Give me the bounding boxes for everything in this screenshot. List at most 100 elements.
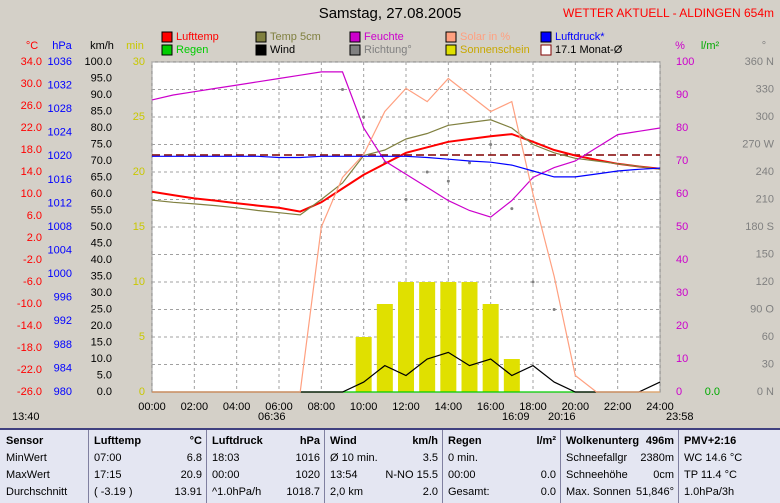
- y-tick-label: 1000: [48, 268, 72, 280]
- y-tick-label: 30.0: [21, 78, 42, 90]
- x-tick-label: 10:00: [350, 401, 378, 413]
- series-line: [152, 155, 661, 178]
- column-separator: [88, 430, 89, 503]
- y-tick-label: 1024: [48, 127, 72, 139]
- sunshine-bar: [355, 337, 372, 392]
- y-tick-label: 90: [676, 89, 688, 101]
- legend-swatch: [161, 31, 173, 43]
- y-tick-label: 45.0: [91, 237, 112, 249]
- y-tick-label: 30: [133, 56, 145, 68]
- x-tick-label: 04:00: [223, 401, 251, 413]
- column-separator: [678, 430, 679, 503]
- legend-label: Solar in %: [460, 31, 510, 43]
- y-tick-label: 988: [54, 339, 72, 351]
- y-tick-label: 5.0: [97, 369, 112, 381]
- y-tick-label: -14.0: [17, 320, 42, 332]
- table-cell: TP 11.4 °C: [684, 469, 737, 481]
- table-cell: 0.0: [540, 469, 556, 481]
- y-tick-label: -18.0: [17, 342, 42, 354]
- y-tick-label: -10.0: [17, 298, 42, 310]
- x-tick-label: 22:00: [604, 401, 632, 413]
- table-cell: 1020: [295, 469, 320, 481]
- y-tick-label: 15: [133, 221, 145, 233]
- y-tick-label: 0.0: [705, 386, 720, 398]
- sunshine-bar: [376, 304, 393, 392]
- time-annotation: 13:40: [12, 411, 40, 423]
- table-cell: 0 min.: [448, 452, 478, 464]
- table-cell: Schneehöhe: [566, 469, 628, 481]
- y-tick-label: 10.0: [21, 188, 42, 200]
- table-cell: km/h: [412, 435, 438, 447]
- y-tick-label: -26.0: [17, 386, 42, 398]
- y-tick-label: 0: [139, 386, 145, 398]
- y-tick-label: 14.0: [21, 166, 42, 178]
- legend-swatch: [540, 31, 552, 43]
- table-cell: 2380m: [640, 452, 674, 464]
- y-tick-label: 360 N: [745, 56, 774, 68]
- y-tick-label: 10.0: [91, 353, 112, 365]
- column-separator: [560, 430, 561, 503]
- table-cell: 51,846°: [635, 486, 674, 498]
- y-tick-label: 18.0: [21, 144, 42, 156]
- chart: Samstag, 27.08.2005 WETTER AKTUELL - ALD…: [12, 5, 775, 423]
- table-cell: 17:15: [94, 469, 122, 481]
- sunshine-bar: [482, 304, 499, 392]
- table-cell: 18:03: [212, 452, 240, 464]
- y-tick-label: 60: [762, 331, 774, 343]
- y-tick-label: 30: [676, 287, 688, 299]
- direction-dot: [489, 143, 493, 146]
- x-tick-label: 16:00: [477, 401, 505, 413]
- y-tick-label: 330: [756, 83, 774, 95]
- table-cell: 00:00: [448, 469, 476, 481]
- y-tick-label: 40.0: [91, 254, 112, 266]
- legend-label: Temp 5cm: [270, 31, 321, 43]
- table-cell: ^1.0hPa/h: [212, 486, 262, 498]
- y-tick-label: 980: [54, 386, 72, 398]
- y-tick-label: 95.0: [91, 72, 112, 84]
- table-cell: Luftdruck: [212, 435, 263, 447]
- axis-title: °C: [26, 40, 38, 52]
- time-annotation: 16:09: [502, 411, 530, 423]
- y-tick-label: 996: [54, 292, 72, 304]
- stats-table: Sensor Lufttemp °C Luftdruck hPa Wind km/h Rege…: [0, 428, 780, 503]
- series-line: [151, 133, 661, 213]
- y-tick-label: 65.0: [91, 171, 112, 183]
- legend-label: Regen: [176, 44, 208, 56]
- y-tick-label: 100.0: [84, 56, 112, 68]
- legend-label: Wind: [270, 44, 295, 56]
- y-tick-label: 1036: [48, 56, 72, 68]
- y-tick-label: 85.0: [91, 105, 112, 117]
- axis-title: hPa: [52, 40, 72, 52]
- y-tick-label: 70.0: [91, 155, 112, 167]
- legend-label: 17.1 Monat-Ø: [555, 44, 623, 56]
- y-tick-label: 50.0: [91, 221, 112, 233]
- y-tick-label: 2.0: [27, 232, 42, 244]
- legend-swatch: [255, 44, 267, 56]
- table-cell: Wind: [330, 435, 357, 447]
- y-tick-label: -2.0: [23, 254, 42, 266]
- table-cell: 2.0: [422, 486, 438, 498]
- legend-swatch: [445, 44, 457, 56]
- y-tick-label: 35.0: [91, 270, 112, 282]
- y-tick-label: 20.0: [91, 320, 112, 332]
- table-cell: Wolkenunterg: [566, 435, 640, 447]
- legend-label: Richtung°: [364, 44, 412, 56]
- table-cell: N-NO 15.5: [385, 469, 438, 481]
- y-tick-label: 75.0: [91, 138, 112, 150]
- legend-swatch: [349, 44, 361, 56]
- table-cell: Schneefallgr: [566, 452, 628, 464]
- sunshine-bar: [398, 282, 414, 392]
- direction-dot: [362, 115, 366, 119]
- legend-label: Lufttemp: [176, 31, 219, 43]
- y-tick-label: -6.0: [23, 276, 42, 288]
- y-tick-label: 55.0: [91, 204, 112, 216]
- table-cell: hPa: [299, 435, 320, 447]
- direction-dot: [404, 198, 408, 201]
- table-cell: 6.8: [186, 452, 202, 464]
- table-cell: 3.5: [422, 452, 438, 464]
- y-tick-label: 25.0: [91, 303, 112, 315]
- station-name: WETTER AKTUELL - ALDINGEN 654m: [563, 6, 774, 20]
- y-tick-label: 1032: [48, 79, 72, 91]
- y-tick-label: 30: [762, 358, 774, 370]
- column-separator: [206, 430, 207, 503]
